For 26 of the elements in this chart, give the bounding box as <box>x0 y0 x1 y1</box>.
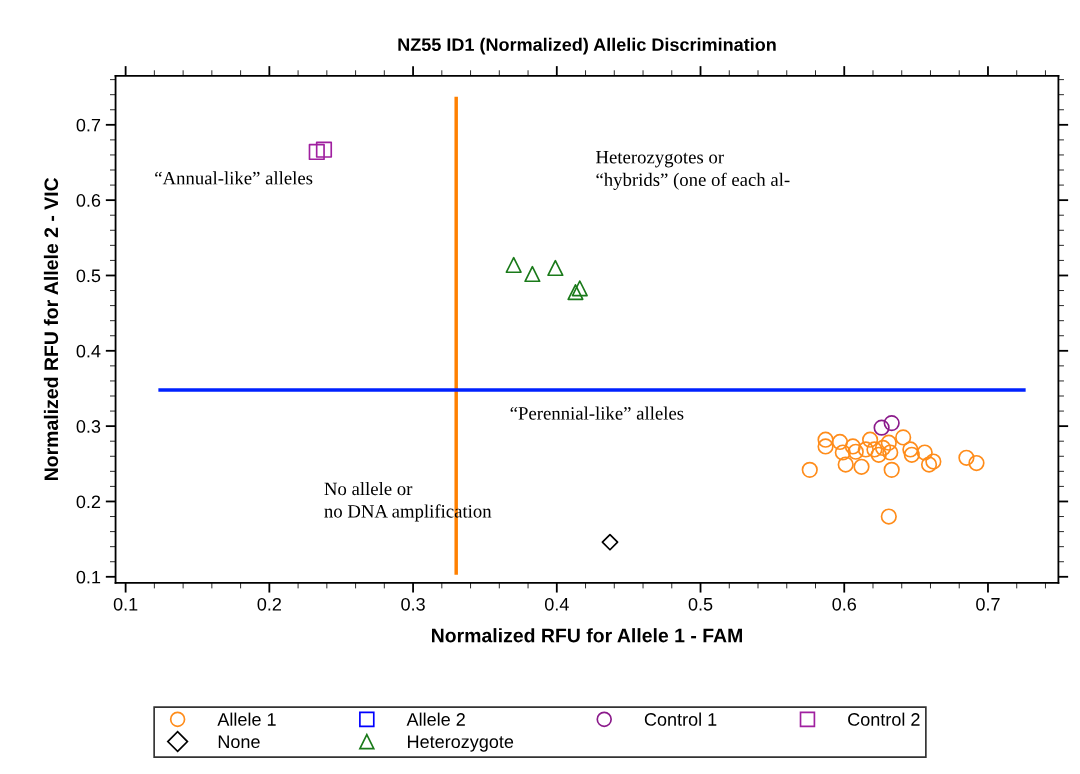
x-tick-label: 0.4 <box>544 597 569 611</box>
chart-title: NZ55 ID1 (Normalized) Allelic Discrimination <box>398 37 776 55</box>
legend-label: Allele 2 <box>406 712 465 726</box>
legend-label: Heterozygote <box>408 735 514 752</box>
annotation: Heterozygotes or “hybrids” (one of each al- <box>596 151 790 190</box>
x-tick-label: 0.5 <box>688 597 713 611</box>
x-tick-label: 0.7 <box>976 597 1000 611</box>
y-tick-label: 0.6 <box>76 194 101 207</box>
x-tick-label: 0.1 <box>113 597 138 611</box>
y-tick-label: 0.3 <box>76 420 101 433</box>
y-axis-title: Normalized RFU for Allele 2 - VIC <box>43 177 59 481</box>
x-tick-label: 0.2 <box>257 597 281 611</box>
y-tick-label: 0.2 <box>76 495 101 509</box>
legend-label: Allele 1 <box>217 712 276 726</box>
y-tick-label: 0.5 <box>76 269 101 283</box>
legend-label: None <box>218 735 260 749</box>
y-tick-label: 0.7 <box>76 118 101 132</box>
legend-label: Control 1 <box>644 712 717 726</box>
x-axis-title: Normalized RFU for Allele 1 - FAM <box>431 628 742 643</box>
legend-label: Control 2 <box>848 712 920 726</box>
annotation: “Perennial-like” alleles <box>510 406 684 420</box>
x-tick-label: 0.3 <box>401 597 425 611</box>
annotation: “Annual-like” alleles <box>155 171 313 185</box>
y-tick-label: 0.4 <box>76 344 101 358</box>
x-tick-label: 0.6 <box>832 597 857 611</box>
y-tick-label: 0.1 <box>76 570 101 584</box>
